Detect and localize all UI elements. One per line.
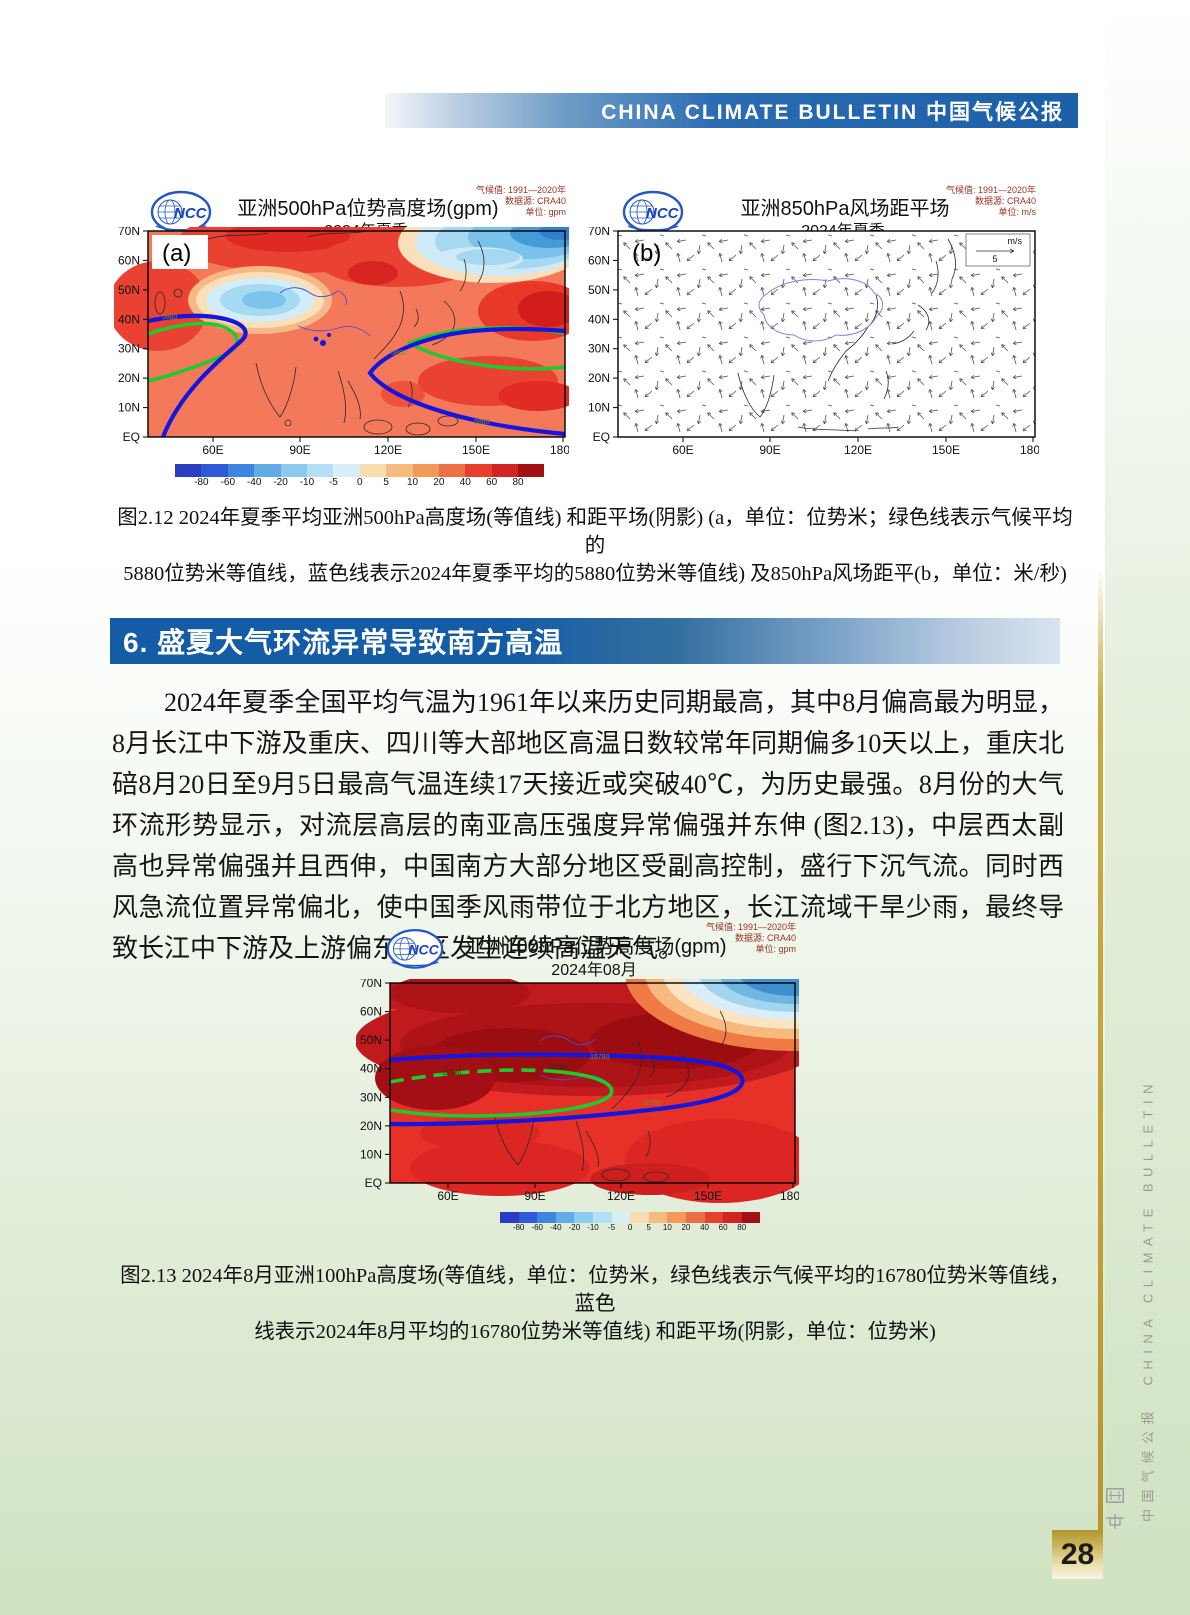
svg-text:EQ: EQ xyxy=(365,1176,382,1190)
svg-text:EQ: EQ xyxy=(593,430,610,444)
lat-axis: 70N 60N 50N 40N 30N 20N 10N EQ xyxy=(588,227,618,444)
contour-label: 16780 xyxy=(642,1100,662,1107)
wind-scale-legend: m/s 5 xyxy=(965,233,1031,267)
section-title: 6. 盛夏大气环流异常导致南方高温 xyxy=(123,627,564,658)
svg-text:20N: 20N xyxy=(118,371,140,385)
panel-label-b: (b) xyxy=(632,240,661,267)
svg-text:30N: 30N xyxy=(588,342,610,356)
svg-text:150E: 150E xyxy=(462,443,490,457)
lon-axis: 60E 90E 120E 150E 180 xyxy=(437,1183,799,1203)
ncc-logo-text: NCC xyxy=(646,205,680,222)
header-title: CHINA CLIMATE BULLETIN 中国气候公报 xyxy=(601,100,1064,124)
svg-text:30N: 30N xyxy=(360,1090,382,1104)
contour-label: 5880 xyxy=(391,350,407,357)
svg-text:20N: 20N xyxy=(588,371,610,385)
sidebar-vertical-title: 中国气候公报 CHINA CLIMATE BULLETIN xyxy=(1140,1078,1156,1522)
panel-label-a: (a) xyxy=(162,240,191,267)
green-contour-c xyxy=(389,1069,614,1118)
map-b-meta: 气候值: 1991—2020年 数据源: CRA40 单位: m/s xyxy=(945,185,1036,217)
map-c-plot: 16780 16780 16780 16780 70N 60N 50N 40N … xyxy=(356,979,799,1203)
figure-caption-2-13: 图2.13 2024年8月亚洲100hPa高度场(等值线，单位：位势米，绿色线表… xyxy=(120,1265,1070,1343)
gold-divider-line xyxy=(1098,568,1103,1530)
svg-text:70N: 70N xyxy=(588,227,610,238)
svg-text:40N: 40N xyxy=(360,1062,382,1076)
svg-text:90E: 90E xyxy=(289,443,310,457)
colorbar-a: -80 -60 -40 -20 -10 -5 0 5 10 20 40 60 80 xyxy=(175,464,545,488)
svg-text:150E: 150E xyxy=(694,1189,722,1203)
blue-contour-a-west xyxy=(147,313,248,438)
svg-text:70N: 70N xyxy=(360,979,382,990)
green-contour-c-dashed xyxy=(389,1068,551,1084)
svg-text:50N: 50N xyxy=(360,1033,382,1047)
figure-caption-2-12: 图2.12 2024年夏季平均亚洲500hPa高度场(等值线) 和距平场(阴影)… xyxy=(117,507,1073,585)
ncc-logo-icon: NCC xyxy=(150,190,212,234)
body-paragraph: 2024年夏季全国平均气温为1961年以来历史同期最高，其中8月偏高最为明显，8… xyxy=(112,688,1064,963)
svg-text:180: 180 xyxy=(780,1189,799,1203)
svg-text:70N: 70N xyxy=(118,227,140,238)
svg-text:60N: 60N xyxy=(118,253,140,267)
map-c-title: 亚洲100hPa位势高度场(gpm) xyxy=(465,936,727,958)
page-number: 28 xyxy=(1052,1530,1103,1579)
blue-contour-c xyxy=(389,1052,745,1127)
header-band: CHINA CLIMATE BULLETIN 中国气候公报 xyxy=(385,93,1078,128)
svg-text:60E: 60E xyxy=(672,443,693,457)
svg-text:90E: 90E xyxy=(524,1189,545,1203)
lat-axis: 70N 60N 50N 40N 30N 20N 10N EQ xyxy=(360,979,390,1190)
green-contour-a xyxy=(147,321,239,383)
svg-text:20N: 20N xyxy=(360,1119,382,1133)
contour-label: 16780 xyxy=(442,1070,462,1077)
map-c-subtitle: 2024年08月 xyxy=(551,962,637,979)
colorbar-c: -80 -60 -40 -20 -10 -5 0 5 10 20 40 60 80 xyxy=(500,1212,761,1232)
svg-text:10N: 10N xyxy=(118,401,140,415)
right-green-strip xyxy=(1105,0,1190,1615)
svg-text:60N: 60N xyxy=(588,253,610,267)
svg-text:150E: 150E xyxy=(932,443,960,457)
svg-text:10N: 10N xyxy=(360,1147,382,1161)
ncc-logo-icon: NCC xyxy=(386,929,444,969)
wind-vector-field xyxy=(618,231,1035,437)
seal-stamp-icon xyxy=(1106,1514,1124,1529)
svg-text:40N: 40N xyxy=(118,312,140,326)
coastlines xyxy=(154,230,485,436)
ncc-logo-text: NCC xyxy=(174,205,208,222)
contour-label: 16780 xyxy=(548,1064,568,1071)
svg-text:60E: 60E xyxy=(202,443,223,457)
svg-text:EQ: EQ xyxy=(123,430,140,444)
svg-text:60E: 60E xyxy=(437,1189,458,1203)
lon-axis: 60E 90E 120E 150E 180 xyxy=(672,437,1039,457)
svg-text:180: 180 xyxy=(1020,443,1039,457)
svg-text:120E: 120E xyxy=(374,443,402,457)
svg-text:60N: 60N xyxy=(360,1005,382,1019)
contour-label: 5880 xyxy=(474,419,490,426)
map-a-meta: 气候值: 1991—2020年 数据源: CRA40 单位: gpm xyxy=(475,185,566,217)
svg-text:10N: 10N xyxy=(588,401,610,415)
section-heading: 6. 盛夏大气环流异常导致南方高温 xyxy=(110,618,1060,664)
svg-text:50N: 50N xyxy=(588,283,610,297)
map-b-title: 亚洲850hPa风场距平场 xyxy=(740,198,950,220)
map-b-plot: m/s 5 (b) 70N 60N 50N 40N 30N 20N 10N EQ… xyxy=(588,227,1039,457)
svg-text:120E: 120E xyxy=(607,1189,635,1203)
lon-axis: 60E 90E 120E 150E 180 xyxy=(202,437,569,457)
svg-text:50N: 50N xyxy=(118,283,140,297)
svg-text:5: 5 xyxy=(992,254,997,264)
map-c-meta: 气候值: 1991—2020年 数据源: CRA40 单位: gpm xyxy=(705,922,796,954)
svg-text:120E: 120E xyxy=(844,443,872,457)
contour-label: 16780 xyxy=(590,1054,610,1061)
svg-text:90E: 90E xyxy=(759,443,780,457)
map-a-title: 亚洲500hPa位势高度场(gpm) xyxy=(237,198,499,220)
svg-text:30N: 30N xyxy=(118,342,140,356)
ncc-logo-text: NCC xyxy=(408,941,439,957)
map-a-plot: 5880 5880 5880 (a) 70N 60N 50N 40N 30N 2… xyxy=(114,227,569,457)
contour-label: 5880 xyxy=(162,314,178,321)
blue-contour-a-east xyxy=(367,326,566,437)
svg-text:40N: 40N xyxy=(588,312,610,326)
svg-text:m/s: m/s xyxy=(1008,236,1023,246)
seal-stamp-icon xyxy=(1106,1488,1124,1503)
ncc-logo-icon: NCC xyxy=(622,190,684,234)
river-lines xyxy=(279,287,371,337)
china-outline xyxy=(758,278,883,342)
svg-text:180: 180 xyxy=(550,443,569,457)
lat-axis: 70N 60N 50N 40N 30N 20N 10N EQ xyxy=(118,227,148,444)
